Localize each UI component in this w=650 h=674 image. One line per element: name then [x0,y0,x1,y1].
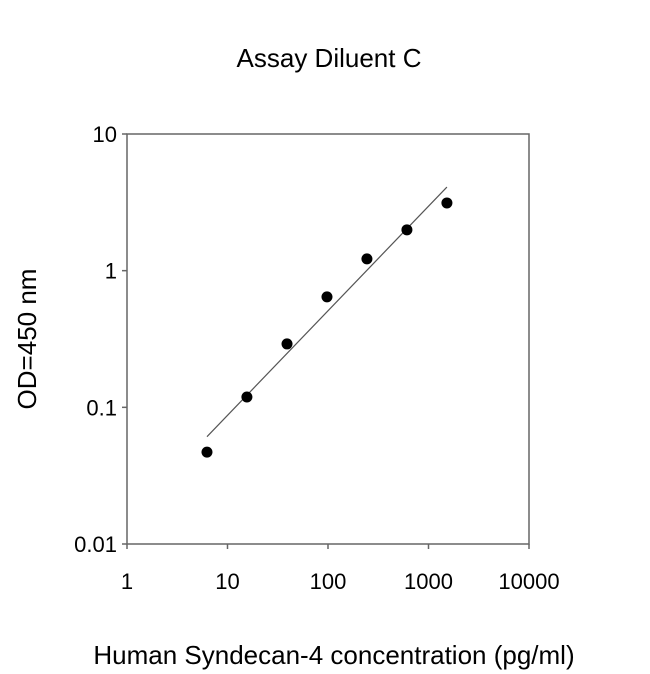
plot-frame [126,133,530,545]
plot-border [126,133,530,545]
data-point [321,291,333,303]
x-tick-label: 10000 [498,569,559,594]
y-axis-ticks: 0.01 0.1 1 10 [74,122,127,557]
data-points [201,197,453,458]
chart-title: Assay Diluent C [237,43,422,73]
data-point [201,446,213,458]
x-axis-ticks: 1 10 100 1000 10000 [121,544,560,594]
y-axis-label: OD=450 nm [12,269,42,410]
data-point [401,224,413,236]
x-tick-label: 1000 [404,569,453,594]
data-point [441,197,453,209]
x-tick-label: 10 [215,569,239,594]
x-tick-label: 100 [310,569,347,594]
y-tick-label: 1 [105,259,117,284]
data-point [241,391,253,403]
data-point [361,253,373,265]
y-tick-label: 10 [93,122,117,147]
y-tick-label: 0.01 [74,532,117,557]
data-point [281,338,293,350]
x-tick-label: 1 [121,569,133,594]
y-tick-label: 0.1 [86,395,117,420]
x-axis-label: Human Syndecan-4 concentration (pg/ml) [93,640,574,670]
